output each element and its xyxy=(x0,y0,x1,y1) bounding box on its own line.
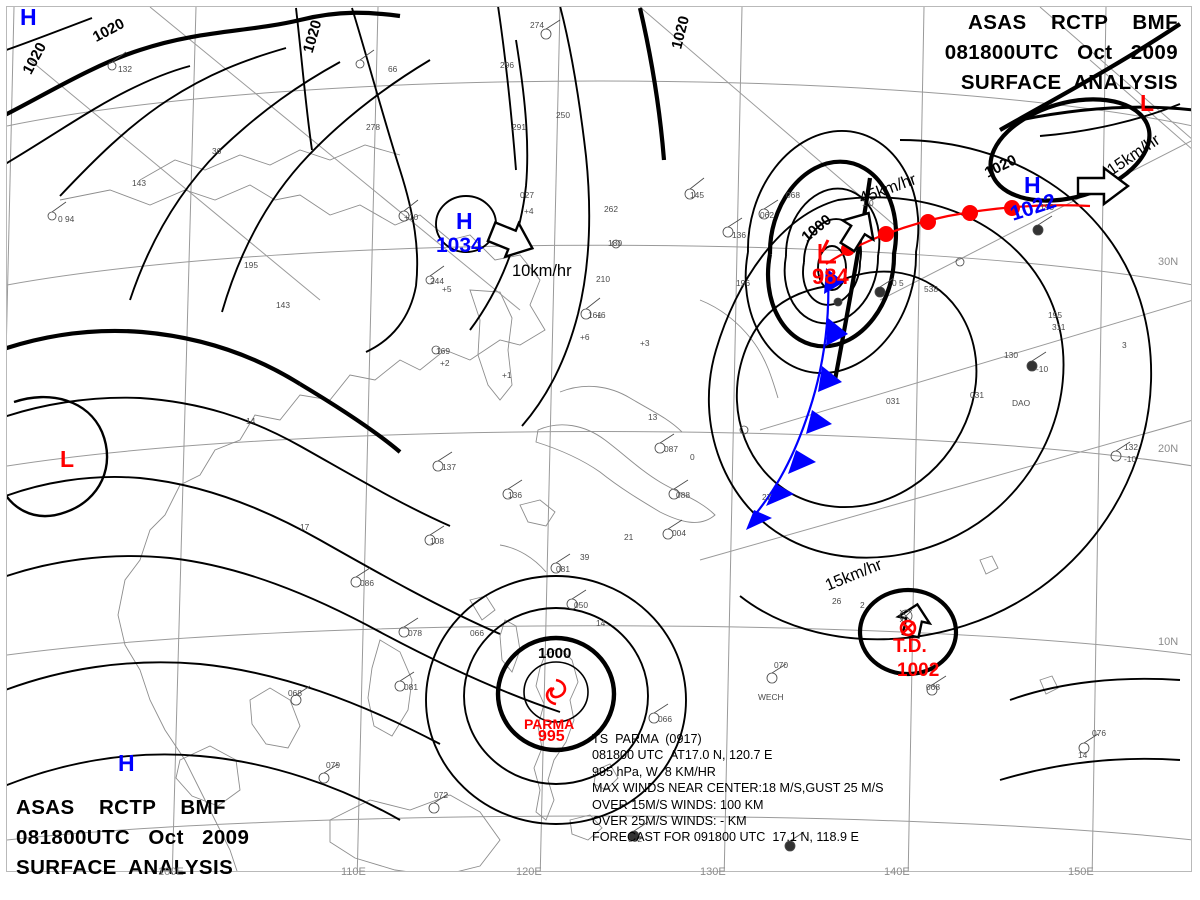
svg-text:274: 274 xyxy=(530,20,544,30)
svg-text:079: 079 xyxy=(326,760,340,770)
svg-text:296: 296 xyxy=(500,60,514,70)
motion-arrows xyxy=(486,165,1130,639)
svg-text:068: 068 xyxy=(926,682,940,692)
svg-text:195: 195 xyxy=(1048,310,1062,320)
svg-text:062: 062 xyxy=(760,210,774,220)
svg-text:+5: +5 xyxy=(442,284,452,294)
svg-text:004: 004 xyxy=(672,528,686,538)
svg-text:031: 031 xyxy=(886,396,900,406)
svg-text:070: 070 xyxy=(774,660,788,670)
svg-text:244: 244 xyxy=(430,276,444,286)
svg-text:+1: +1 xyxy=(502,370,512,380)
svg-text:136: 136 xyxy=(732,230,746,240)
svg-text:066: 066 xyxy=(658,714,672,724)
svg-text:086: 086 xyxy=(360,578,374,588)
svg-text:250: 250 xyxy=(556,110,570,120)
svg-text:2: 2 xyxy=(860,600,865,610)
svg-text:1 0: 1 0 xyxy=(862,198,874,208)
svg-text:21: 21 xyxy=(624,532,634,542)
svg-text:311: 311 xyxy=(1052,322,1066,332)
svg-text:+4: +4 xyxy=(524,206,534,216)
isobars xyxy=(7,7,1191,825)
svg-text:14: 14 xyxy=(1078,750,1088,760)
svg-text:0: 0 xyxy=(690,452,695,462)
svg-text:031: 031 xyxy=(970,390,984,400)
svg-text:132: 132 xyxy=(118,64,132,74)
svg-text:087: 087 xyxy=(664,444,678,454)
svg-text:+6: +6 xyxy=(580,332,590,342)
svg-text:180: 180 xyxy=(608,238,622,248)
svg-text:072: 072 xyxy=(434,790,448,800)
svg-text:0 94: 0 94 xyxy=(58,214,75,224)
svg-text:14: 14 xyxy=(596,618,606,628)
svg-text:-10: -10 xyxy=(1036,364,1048,374)
motion-arrow-low-984 xyxy=(838,211,875,253)
svg-text:068: 068 xyxy=(288,688,302,698)
svg-text:WECH: WECH xyxy=(758,692,784,702)
svg-text:+3: +3 xyxy=(640,338,650,348)
svg-text:081: 081 xyxy=(404,682,418,692)
svg-text:-10: -10 xyxy=(1124,454,1136,464)
svg-text:145: 145 xyxy=(690,190,704,200)
svg-text:143: 143 xyxy=(132,178,146,188)
svg-text:3: 3 xyxy=(1122,340,1127,350)
svg-text:262: 262 xyxy=(604,204,618,214)
svg-text:050: 050 xyxy=(574,600,588,610)
svg-text:39: 39 xyxy=(580,552,590,562)
svg-text:+10: +10 xyxy=(404,212,419,222)
map-frame xyxy=(6,6,1192,872)
svg-text:078: 078 xyxy=(408,628,422,638)
svg-text:14: 14 xyxy=(246,416,256,426)
svg-text:17: 17 xyxy=(300,522,310,532)
svg-text:161: 161 xyxy=(588,310,602,320)
svg-text:195: 195 xyxy=(244,260,258,270)
svg-text:DAO: DAO xyxy=(1012,398,1031,408)
svg-text:0 5: 0 5 xyxy=(892,278,904,288)
graticule xyxy=(7,7,1191,871)
svg-text:538: 538 xyxy=(924,284,938,294)
svg-text:210: 210 xyxy=(596,274,610,284)
svg-text:088: 088 xyxy=(676,490,690,500)
svg-text:136: 136 xyxy=(508,490,522,500)
motion-arrow-high-1022 xyxy=(1076,165,1130,207)
svg-text:137: 137 xyxy=(442,462,456,472)
svg-text:190: 190 xyxy=(1040,202,1054,212)
svg-text:130: 130 xyxy=(1004,350,1018,360)
motion-arrow-high-1034 xyxy=(486,220,535,259)
svg-text:66: 66 xyxy=(388,64,398,74)
svg-text:+2: +2 xyxy=(440,358,450,368)
svg-text:+6: +6 xyxy=(596,310,606,320)
svg-text:278: 278 xyxy=(366,122,380,132)
svg-text:196: 196 xyxy=(736,278,750,288)
low-center-symbol xyxy=(818,239,836,264)
svg-text:13: 13 xyxy=(648,412,658,422)
td-symbol xyxy=(899,619,917,637)
typhoon-symbol-parma xyxy=(545,678,567,706)
svg-text:132: 132 xyxy=(1124,442,1138,452)
svg-text:36: 36 xyxy=(212,146,222,156)
svg-text:081: 081 xyxy=(556,564,570,574)
svg-text:068: 068 xyxy=(786,190,800,200)
svg-text:066: 066 xyxy=(470,628,484,638)
coastlines xyxy=(59,144,1059,871)
cold-front xyxy=(746,268,848,530)
svg-text:26: 26 xyxy=(832,596,842,606)
svg-text:143: 143 xyxy=(276,300,290,310)
svg-text:27: 27 xyxy=(762,492,772,502)
svg-text:076: 076 xyxy=(1092,728,1106,738)
svg-text:027: 027 xyxy=(520,190,534,200)
typhoon-symbols xyxy=(545,239,917,706)
svg-text:169: 169 xyxy=(436,346,450,356)
svg-text:291: 291 xyxy=(512,122,526,132)
svg-text:108: 108 xyxy=(430,536,444,546)
